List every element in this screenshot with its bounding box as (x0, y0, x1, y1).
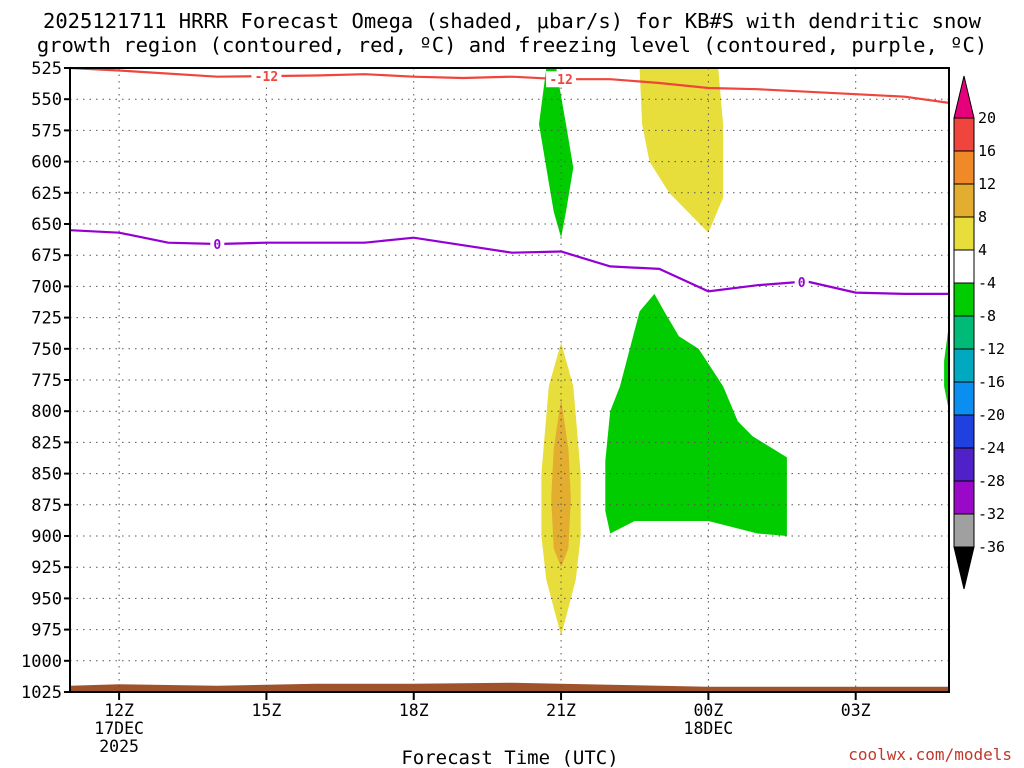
colorbar-label-6: -8 (978, 307, 996, 325)
y-tick-label-900: 900 (31, 527, 62, 547)
colorbar-label-12: -32 (978, 505, 1005, 523)
colorbar-box-1 (953, 117, 975, 152)
shaded-omega-regions (539, 68, 949, 636)
y-tick-label-975: 975 (31, 621, 62, 641)
colorbar-label-13: -36 (978, 538, 1005, 556)
y-tick-label-675: 675 (31, 246, 62, 266)
colorbar-label-1: 16 (978, 142, 996, 160)
colorbar-label-5: -4 (978, 274, 996, 292)
y-tick-label-625: 625 (31, 184, 62, 204)
y-tick-label-875: 875 (31, 496, 62, 516)
colorbar-label-0: 20 (978, 109, 996, 127)
colorbar-label-2: 12 (978, 175, 996, 193)
terrain-fill (70, 682, 949, 692)
shaded-region-edge-sink-east (944, 323, 949, 412)
x-tick-label-4-0: 15Z (252, 701, 282, 720)
x-tick-label-7-0: 18Z (399, 701, 429, 720)
chart-title-line-2: growth region (contoured, red, ºC) and f… (37, 33, 987, 57)
y-tick-label-525: 525 (31, 59, 62, 79)
contour-label-dendritic-12c-isotherm-1: -12 (549, 73, 572, 88)
y-tick-label-800: 800 (31, 402, 62, 422)
contour-label-freezing-level-0c-1: 0 (798, 276, 806, 291)
plot-frame (69, 67, 950, 693)
colorbar-box-8 (953, 348, 975, 383)
x-tick-label-1-0: 12Z (104, 701, 134, 720)
y-tick-label-950: 950 (31, 589, 62, 609)
colorbar-box-4 (953, 216, 975, 251)
y-tick-label-750: 750 (31, 340, 62, 360)
contour-label-bg-dendritic-12c-isotherm-0 (251, 68, 282, 85)
colorbar-box-5 (953, 249, 975, 284)
x-tick-label-1-2: 2025 (99, 737, 139, 756)
colorbar-box-12 (953, 480, 975, 515)
y-tick-label-700: 700 (31, 277, 62, 297)
y-tick-label-725: 725 (31, 309, 62, 329)
shaded-region-lower-sink-west (605, 293, 787, 536)
colorbar-label-4: 4 (978, 241, 987, 259)
colorbar-box-7 (953, 315, 975, 350)
colorbar-box-13 (953, 513, 975, 548)
shaded-region-lower-rise-8-to-12 (551, 398, 571, 568)
contour-dendritic-12c-isotherm (69, 66, 950, 104)
colorbar-box-6 (953, 282, 975, 317)
colorbar-top-triangle (953, 75, 975, 119)
y-tick-label-550: 550 (31, 90, 62, 110)
credit-text: coolwx.com/models (848, 745, 1012, 764)
y-tick-label-650: 650 (31, 215, 62, 235)
colorbar-label-9: -20 (978, 406, 1005, 424)
y-tick-label-775: 775 (31, 371, 62, 391)
contour-label-dendritic-12c-isotherm-0: -12 (255, 70, 278, 85)
y-tick-label-825: 825 (31, 433, 62, 453)
colorbar-box-2 (953, 150, 975, 185)
colorbar-box-9 (953, 381, 975, 416)
chart-title-line-1: 2025121711 HRRR Forecast Omega (shaded, … (43, 9, 982, 33)
colorbar-bottom-triangle (953, 546, 975, 590)
colorbar-label-7: -12 (978, 340, 1005, 358)
colorbar-box-3 (953, 183, 975, 218)
grid-lines (70, 68, 949, 692)
y-tick-label-600: 600 (31, 153, 62, 173)
y-tick-label-850: 850 (31, 465, 62, 485)
colorbar-label-10: -24 (978, 439, 1005, 457)
x-tick-label-13-1: 18DEC (684, 719, 734, 738)
colorbar-label-3: 8 (978, 208, 987, 226)
omega-colorbar: 20 16 12 8 4 -4 -8 -12 -16 -20 -24 -28 -32 -36 (953, 75, 1005, 590)
y-tick-label-1000: 1000 (21, 652, 62, 672)
contour-label-freezing-level-0c-0: 0 (213, 238, 221, 253)
x-tick-label-13-0: 00Z (693, 701, 723, 720)
contour-label-bg-freezing-level-0c-1 (794, 273, 809, 290)
y-axis-ticks: 525 550 575 600 625 650 675 700 725 750 775 800 825 8… (21, 59, 70, 703)
colorbar-label-11: -28 (978, 472, 1005, 490)
y-tick-label-575: 575 (31, 121, 62, 141)
y-tick-label-1025: 1025 (21, 683, 62, 703)
x-tick-label-16-0: 03Z (841, 701, 871, 720)
colorbar-label-8: -16 (978, 373, 1005, 391)
shaded-region-upper-rise-4-to-8 (639, 68, 724, 233)
x-axis-label: Forecast Time (UTC) (401, 747, 618, 768)
shaded-region-upper-sink-4-to-8 (539, 68, 574, 238)
y-tick-label-925: 925 (31, 558, 62, 578)
contour-label-bg-freezing-level-0c-0 (210, 235, 225, 252)
colorbar-box-11 (953, 447, 975, 482)
colorbar-box-10 (953, 414, 975, 449)
terrain-layer (70, 682, 949, 692)
x-tick-label-10-0: 21Z (546, 701, 576, 720)
contour-label-bg-dendritic-12c-isotherm-1 (546, 71, 577, 88)
x-tick-label-1-1: 17DEC (94, 719, 144, 738)
contour-lines: -12 -12 0 0 (69, 66, 950, 295)
contour-freezing-level-0c (69, 229, 949, 295)
